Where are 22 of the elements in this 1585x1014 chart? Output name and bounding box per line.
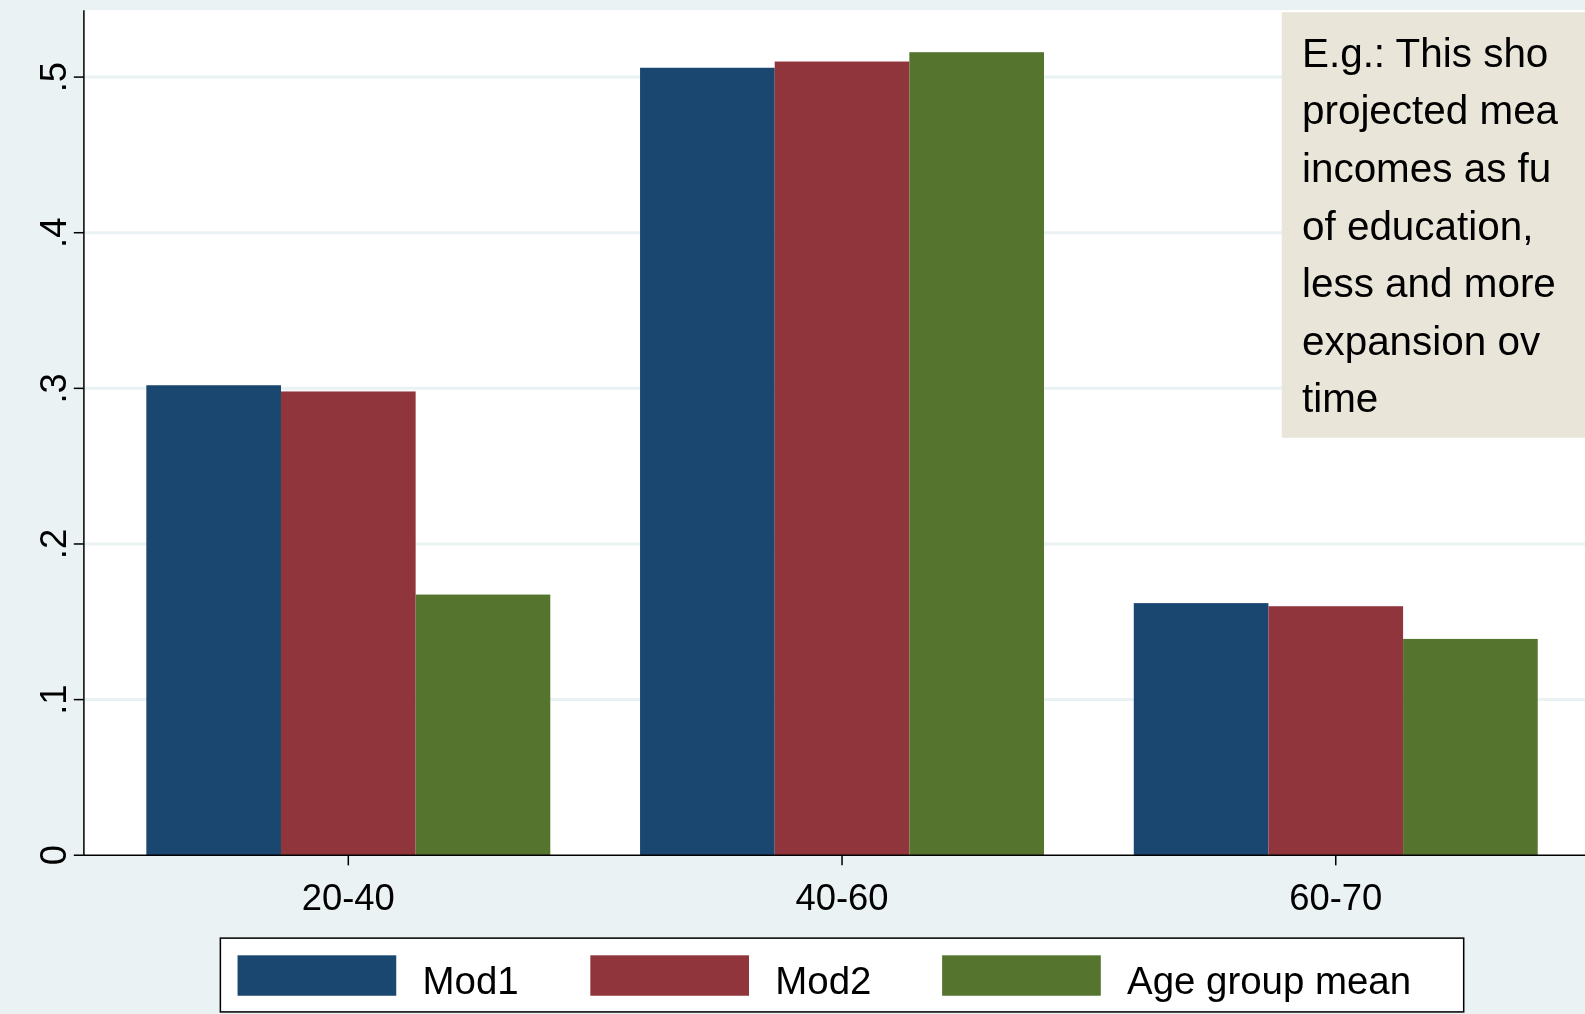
legend-label: Mod2: [775, 958, 872, 1002]
bar: [909, 52, 1045, 856]
bar: [1403, 638, 1538, 856]
bar: [1268, 606, 1404, 856]
bar: [774, 61, 910, 856]
legend-label: Mod1: [422, 958, 519, 1002]
y-tick-label: .2: [33, 528, 75, 560]
bar: [280, 391, 416, 856]
bar: [415, 594, 551, 856]
x-tick-label: 40-60: [795, 876, 889, 918]
y-tick-label: 0: [33, 845, 75, 866]
annotation: E.g.: This sho projected mea incomes as fu of education, less and more expansion ov time: [1301, 29, 1559, 422]
y-tick-label: .1: [33, 684, 75, 715]
y-tick-label: .4: [33, 217, 75, 248]
bar: [1133, 603, 1269, 856]
bar: [640, 67, 775, 856]
bar: [146, 385, 281, 856]
legend-label: Age group mean: [1127, 958, 1412, 1002]
y-tick-label: .3: [33, 373, 75, 404]
x-tick-label: 20-40: [301, 876, 395, 918]
y-tick-label: .5: [33, 61, 75, 93]
x-tick-label: 60-70: [1289, 876, 1383, 918]
